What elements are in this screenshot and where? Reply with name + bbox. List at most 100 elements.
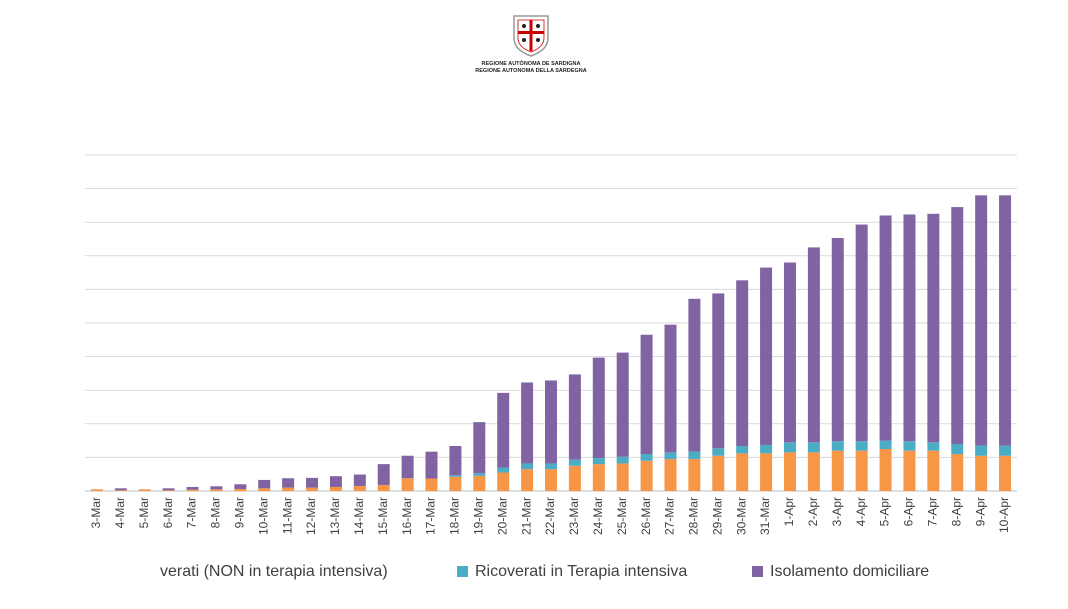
legend-label: Isolamento domiciliare (770, 563, 929, 580)
x-tick-label: 6-Apr (902, 497, 916, 526)
bar-segment (568, 374, 581, 460)
x-tick-label: 11-Mar (280, 497, 294, 534)
bar-segment (449, 476, 462, 491)
bar-segment (210, 489, 223, 491)
bar-segment (377, 464, 390, 485)
bar-segment (736, 445, 749, 454)
bar-segment (114, 488, 127, 491)
x-tick-label: 30-Mar (734, 497, 748, 535)
x-tick-label: 2-Apr (806, 497, 820, 526)
x-tick-label: 23-Mar (567, 497, 581, 535)
bar-segment (664, 324, 677, 453)
bar-segment (234, 484, 247, 489)
bar-segment (616, 463, 629, 491)
bar-segment (640, 334, 653, 455)
bar-segment (497, 392, 510, 468)
legend-label: Ricoverati in Terapia intensiva (475, 563, 687, 580)
x-tick-label: 5-Mar (137, 497, 151, 528)
bar-segment (306, 477, 319, 488)
bar-segment (951, 443, 964, 455)
bar-segment (831, 237, 844, 442)
bar-segment (688, 459, 701, 491)
bar-segment (783, 262, 796, 443)
bar-segment (592, 464, 605, 491)
bar-segment (258, 479, 271, 489)
bar-segment (831, 441, 844, 451)
x-tick-label: 9-Apr (973, 497, 987, 526)
bar-segment (353, 474, 366, 486)
bar-segment (975, 455, 988, 491)
bar-segment (234, 488, 247, 491)
bar-segment (521, 382, 534, 464)
x-tick-label: 14-Mar (352, 497, 366, 535)
x-tick-label: 4-Apr (854, 497, 868, 526)
x-tick-label: 31-Mar (758, 497, 772, 535)
x-tick-label: 12-Mar (304, 497, 318, 535)
header-line: REGIONE AUTONOMA DELLA SARDEGNA (475, 68, 586, 74)
x-tick-label: 9-Mar (233, 497, 247, 528)
bar-segment (401, 455, 414, 479)
bar-segment (401, 478, 414, 491)
legend-swatch (457, 566, 468, 577)
bar-segment (760, 444, 773, 454)
header-line: REGIONE AUTÒNOMA DE SARDIGNA (482, 59, 581, 67)
bar-segment (760, 453, 773, 491)
x-tick-label: 10-Mar (256, 497, 270, 535)
bar-segment (353, 485, 366, 491)
x-tick-label: 25-Mar (615, 497, 629, 535)
x-tick-label: 6-Mar (161, 497, 175, 528)
legend-swatch (752, 566, 763, 577)
bar-segment (162, 490, 175, 491)
x-tick-label: 15-Mar (376, 497, 390, 535)
bar-segment (449, 445, 462, 476)
x-tick-label: 27-Mar (663, 497, 677, 535)
bar-segment (760, 267, 773, 445)
bar-segment (951, 207, 964, 444)
bar-segment (473, 473, 486, 476)
legend-label: verati (NON in terapia intensiva) (160, 563, 388, 580)
bar-segment (592, 458, 605, 465)
bar-segment (640, 460, 653, 491)
x-tick-label: 21-Mar (519, 497, 533, 535)
bar-segment (114, 490, 127, 491)
x-tick-label: 19-Mar (471, 497, 485, 535)
bar-segment (712, 448, 725, 456)
bar-segment (186, 486, 199, 490)
x-tick-label: 5-Apr (878, 497, 892, 526)
x-tick-label: 18-Mar (448, 497, 462, 535)
logo (513, 15, 549, 57)
x-tick-label: 24-Mar (591, 497, 605, 535)
bar-segment (999, 445, 1012, 456)
bar-segment (521, 463, 534, 470)
x-tick-label: 7-Apr (926, 497, 940, 526)
bar-segment (377, 484, 390, 491)
bar-segment (545, 463, 557, 470)
x-tick-label: 22-Mar (543, 497, 557, 535)
bar-segment (664, 459, 677, 491)
bar-segment (449, 475, 462, 477)
bar-segment (640, 454, 653, 461)
bar-segment (783, 452, 796, 491)
bar-segment (831, 450, 844, 491)
bar-segment (807, 452, 820, 491)
x-tick-label: 29-Mar (710, 497, 724, 535)
bar-segment (927, 442, 940, 451)
bar-segment (736, 280, 749, 446)
x-tick-label: 10-Apr (997, 497, 1011, 533)
bar-segment (497, 472, 510, 491)
bar-segment (473, 422, 486, 474)
bar-segment (664, 452, 677, 460)
bar-segment (521, 469, 534, 491)
bar-segment (688, 298, 701, 452)
bar-segment (329, 486, 342, 491)
bar-segment (807, 442, 820, 453)
bar-segment (688, 451, 701, 460)
bar-segment (927, 450, 940, 491)
bar-segment (807, 247, 820, 443)
x-tick-label: 8-Apr (949, 497, 963, 526)
bar-segment (999, 195, 1012, 446)
bar-segment (282, 487, 295, 491)
bar-segment (568, 465, 581, 491)
bar-segment (712, 455, 725, 491)
